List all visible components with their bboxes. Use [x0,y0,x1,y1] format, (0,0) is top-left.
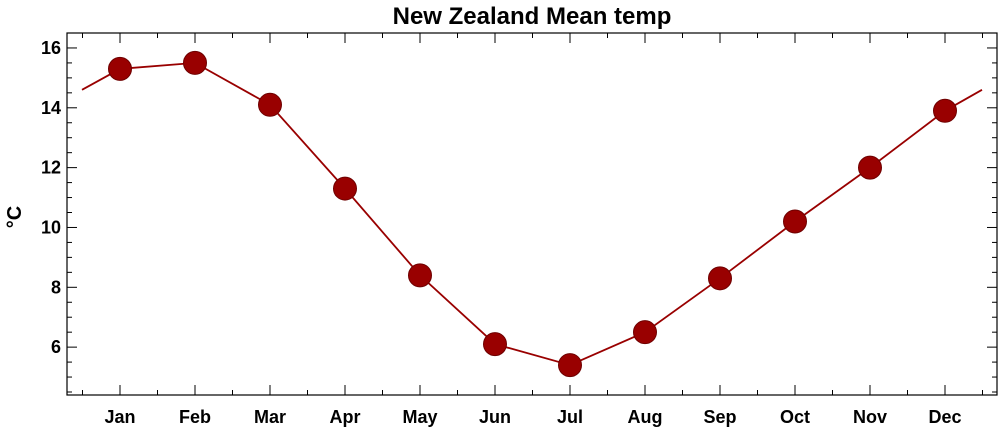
y-tick-label: 14 [41,98,61,118]
data-point-jul [558,353,582,378]
x-tick-label: Jun [479,407,511,427]
data-point-feb [183,50,207,75]
x-tick-label: Mar [254,407,286,427]
y-tick-label: 16 [41,38,61,58]
plot-frame [66,32,998,396]
data-point-dec [933,98,957,123]
axis-ticks [67,32,997,395]
data-point-aug [633,320,657,345]
x-tick-label: May [402,407,437,427]
data-point-mar [258,92,282,117]
series-line [81,61,983,367]
y-tick-label: 8 [51,277,61,297]
y-tick-label: 12 [41,158,61,178]
y-tick-label: 6 [51,337,61,357]
x-tick-label: Oct [780,407,810,427]
x-tick-label: Aug [628,407,663,427]
data-point-apr [333,176,357,201]
x-tick-label: Apr [330,407,361,427]
chart-title: New Zealand Mean temp [393,3,672,30]
x-tick-label: Dec [928,407,961,427]
x-tick-label: Feb [179,407,211,427]
series-group [81,50,983,378]
data-point-jan [108,56,132,81]
x-tick-label: Jul [557,407,583,427]
y-axis-label: °C [4,206,26,228]
data-point-jun [483,332,507,357]
y-tick-labels: 6 8 10 12 14 16 [41,38,61,357]
x-tick-label: Sep [703,407,736,427]
x-tick-label: Jan [104,407,135,427]
x-tick-label: Nov [853,407,887,427]
data-point-may [408,263,432,288]
x-tick-labels: Jan Feb Mar Apr May Jun Jul Aug Sep Oct Nov Dec [104,407,961,427]
data-point-oct [783,209,807,234]
data-point-sep [708,266,732,291]
data-point-nov [858,155,882,180]
y-tick-label: 10 [41,217,61,237]
